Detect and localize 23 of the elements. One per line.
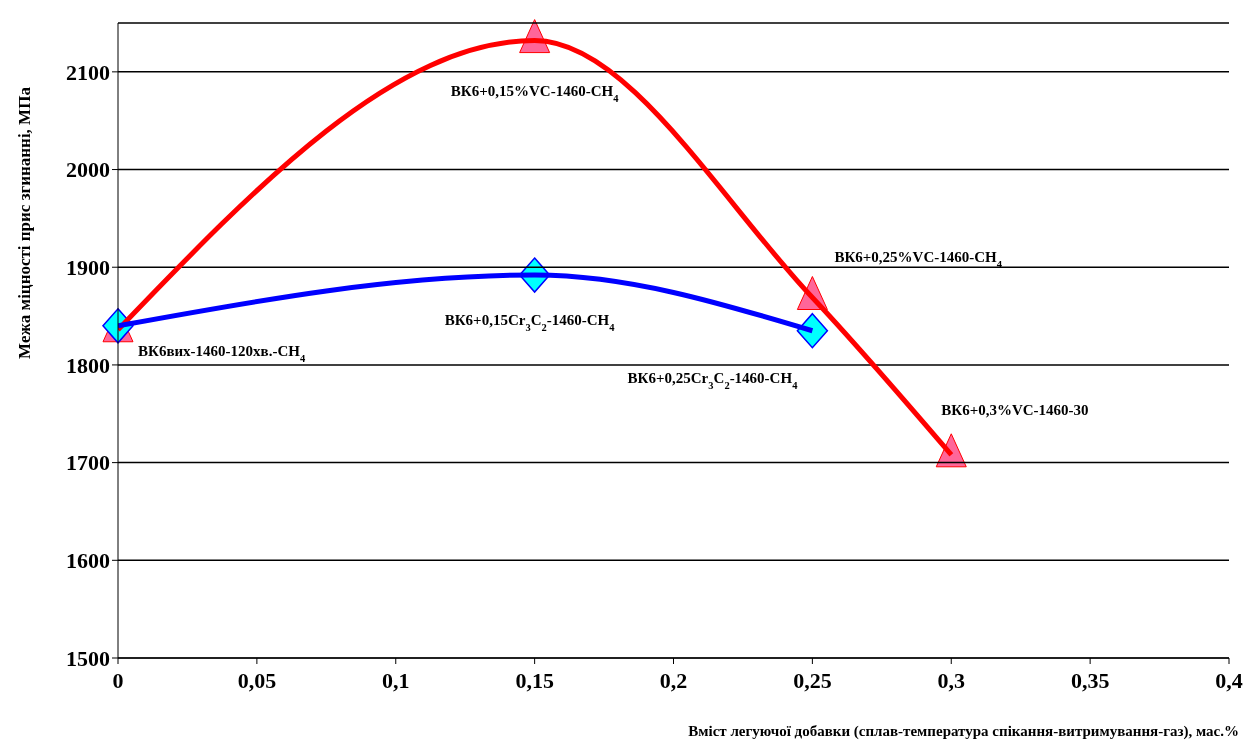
x-tick-label: 0,15 — [515, 668, 554, 693]
y-tick-label: 1900 — [66, 255, 110, 281]
x-tick-label: 0,25 — [793, 668, 832, 693]
annotation: ВК6+0,15Cr$_{3}$C$_{2}$-1460-CH$_{4}$ — [444, 312, 616, 333]
y-tick-label: 1500 — [66, 645, 110, 671]
x-tick-label: 0,1 — [382, 668, 410, 693]
x-tick-label: 0,35 — [1070, 668, 1110, 693]
x-tick-label: 0,05 — [237, 668, 277, 693]
y-tick-label: 2100 — [66, 59, 110, 85]
annotation: ВК6+0,25Cr$_{3}$C$_{2}$-1460-CH$_{4}$ — [627, 369, 799, 391]
annotation: ВК6+0,3%VC-1460-30 — [941, 401, 1089, 418]
y-tick-label: 1600 — [66, 548, 110, 574]
x-tick-label: 0,4 — [1215, 668, 1243, 693]
x-tick-label: 0 — [112, 668, 124, 693]
annotation: ВК6+0,15%VC-1460-CH$_{4}$ — [450, 82, 620, 104]
x-axis-title: Вміст легуючої добавки (сплав-температура спікання-витримування-газ), мас.% — [688, 723, 1239, 740]
x-tick-label: 0,2 — [659, 668, 688, 693]
x-tick-label: 0,3 — [937, 668, 965, 693]
y-tick-label: 2000 — [66, 157, 110, 183]
y-tick-label: 1800 — [66, 352, 110, 378]
y-tick-label: 1700 — [66, 450, 110, 476]
annotation: ВК6вих-1460-120хв.-CH$_{4}$ — [138, 342, 306, 364]
y-axis-title: Межа міцності прис згинанні, МПа — [15, 86, 34, 359]
